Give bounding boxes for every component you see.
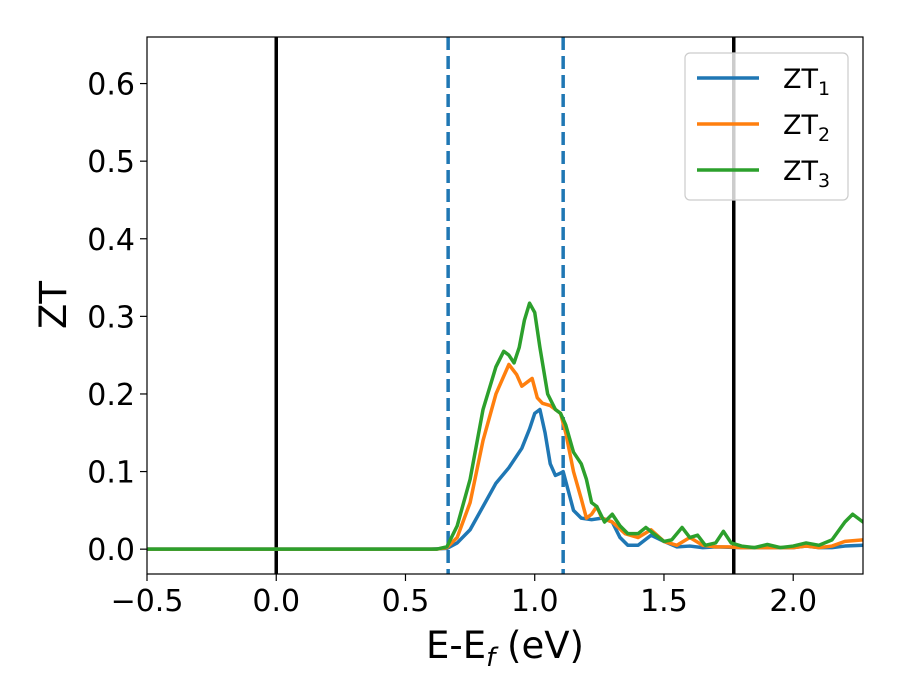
- series-line-2: [147, 362, 863, 551]
- x-axis: −0.5 0.0 0.5 1.0 1.5 2.0: [111, 574, 817, 619]
- x-axis-label: E-Ef (eV): [426, 624, 584, 673]
- y-tick-label: 0.1: [87, 456, 135, 491]
- x-tick-label: 0.5: [382, 584, 430, 619]
- x-tick-label: 0.0: [252, 584, 300, 619]
- x-tick-label: 1.5: [640, 584, 688, 619]
- x-tick-label: 1.0: [511, 584, 559, 619]
- legend-box: [684, 52, 849, 201]
- y-tick-label: 0.5: [87, 145, 135, 180]
- x-tick-label: −0.5: [111, 584, 184, 619]
- y-tick-label: 0.6: [87, 68, 135, 103]
- series-group: [147, 301, 863, 551]
- y-axis: 0.0 0.1 0.2 0.3 0.4 0.5 0.6: [87, 68, 147, 568]
- y-tick-label: 0.4: [87, 223, 135, 258]
- y-tick-label: 0.2: [87, 378, 135, 413]
- series-line-3: [147, 301, 863, 551]
- y-tick-label: 0.0: [87, 533, 135, 568]
- series-line-1: [147, 407, 863, 551]
- x-axis-label-unit: (eV): [495, 624, 584, 667]
- y-axis-label: ZT: [32, 281, 75, 329]
- plot-frame: [146, 36, 864, 575]
- x-tick-label: 2.0: [769, 584, 817, 619]
- y-tick-label: 0.3: [87, 300, 135, 335]
